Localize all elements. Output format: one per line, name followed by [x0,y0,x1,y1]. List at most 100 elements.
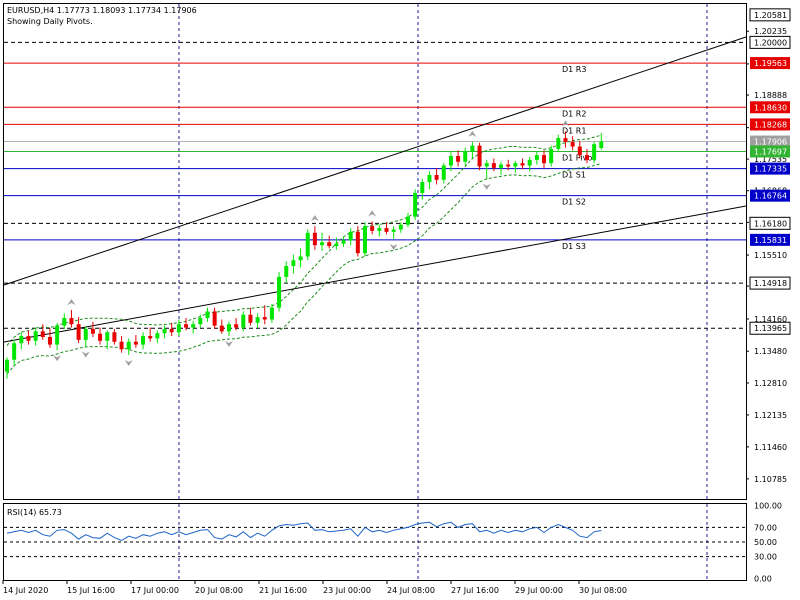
price-tag-box [750,101,790,114]
candle [234,318,239,331]
pivot-level-label: D1 R1 [562,126,586,135]
candle-body [277,276,282,308]
candle-body [184,324,188,328]
candle [320,232,325,251]
candle-body [90,328,95,334]
candle-body [226,324,231,332]
candle-body [441,165,446,180]
candle-body [506,164,511,167]
candle-body [391,229,396,232]
candle [405,212,410,228]
candle [420,178,425,200]
candle-body [241,314,246,328]
candle-body [584,155,589,160]
price-tag-label: 1.15831 [754,236,787,245]
fractal-up-icon [310,215,319,222]
y-tick-label: 1.18888 [754,91,787,100]
candle [549,145,554,167]
y-tick-label: 1.13480 [754,347,787,356]
x-tick-label: 24 Jul 08:00 [387,586,435,595]
candle-body [398,224,403,230]
candle-body [133,341,138,345]
rsi-line [6,521,602,542]
candle [40,324,45,340]
fractal-up-icon [67,299,76,305]
candle-body [33,331,38,341]
candle [470,141,475,159]
rsi-tick-label: 50.00 [754,538,777,547]
candle-body [327,242,332,247]
candle [413,189,418,220]
candle-body [448,156,453,166]
candle [463,147,468,166]
price-tag-box [750,57,790,70]
upper-band-line [6,134,602,346]
candle [69,310,74,328]
x-tick-label: 21 Jul 16:00 [259,586,307,595]
candle-body [5,359,9,372]
candle [248,307,253,326]
candle [112,328,117,345]
candle [556,134,561,153]
candle-body [219,325,224,332]
price-tag-box [750,162,790,175]
candle-body [262,317,267,320]
candle [456,150,461,167]
candle-body [76,324,81,340]
rsi-title: RSI(14) 65.73 [7,508,62,517]
candle [241,311,246,332]
price-tag-label: 1.17906 [754,138,787,147]
candle-body [549,148,554,164]
y-tick-label: 1.20235 [754,27,787,36]
candle [212,307,217,329]
fractal-down-icon [53,355,62,362]
x-tick-label: 23 Jul 00:00 [323,586,371,595]
candle [577,140,582,159]
candle [191,320,196,334]
candle [184,318,188,331]
candle [12,339,17,366]
candle [277,272,282,312]
price-tag-box [750,189,790,202]
candle-body [12,343,17,360]
candle-body [155,333,160,339]
candle-body [176,324,181,333]
candle [341,236,346,247]
candle [305,229,310,261]
candle [527,157,532,172]
main-plot-frame[interactable] [3,3,747,500]
candle [148,327,153,342]
price-tag-label: 1.13965 [754,324,787,333]
candle-body [298,256,303,261]
candle-body [427,175,432,183]
candle-body [47,337,52,345]
pivot-level-label: D1 S1 [562,171,586,180]
candle [219,319,224,334]
rsi-tick-label: 0.00 [754,575,772,584]
candle [269,303,274,323]
price-tag-box [749,35,791,49]
candle-body [413,193,418,217]
candle-body [534,155,539,160]
rsi-tick-label: 100.00 [754,501,782,510]
candle [348,228,353,246]
candle-body [405,216,410,225]
candle-body [556,138,561,149]
candle-body [198,318,203,325]
candle-body [484,163,489,167]
candle [90,321,95,337]
candle [119,336,124,353]
candle [427,171,432,190]
candle-body [527,159,532,166]
candle-body [62,318,67,326]
candle-body [341,240,346,244]
candle [198,314,203,328]
candle [255,313,260,328]
x-tick-label: 15 Jul 16:00 [67,586,115,595]
candle [477,142,482,171]
candle-body [320,242,325,246]
price-tag-box [749,276,791,290]
candle [176,319,181,337]
candle [141,332,146,350]
